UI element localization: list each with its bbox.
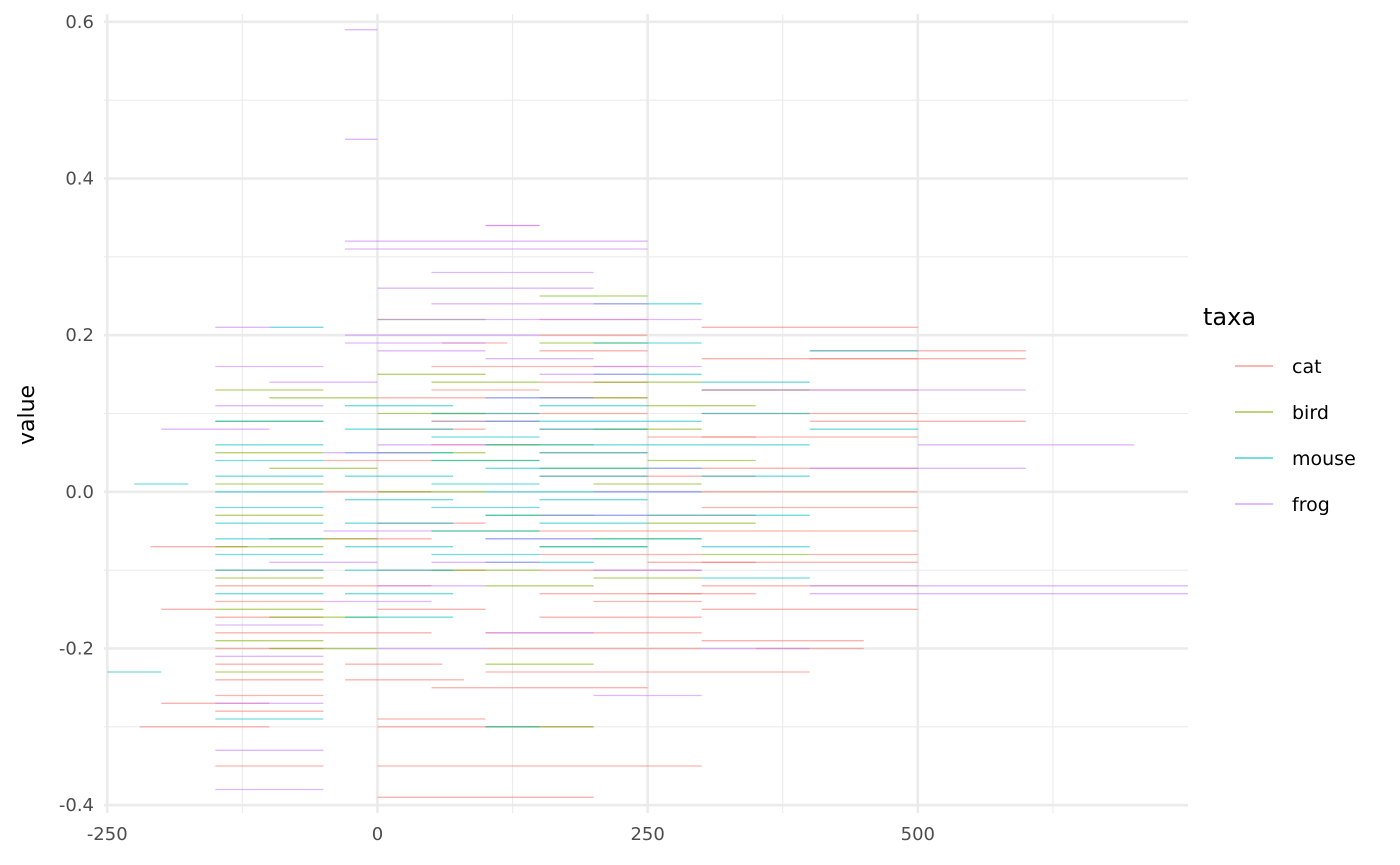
legend-item-bird: bird [1235,402,1329,424]
y-tick-label: 0.6 [65,12,94,33]
y-axis-ticks: -0.4 -0.2 0.0 0.2 0.4 0.6 [59,12,94,816]
y-axis-title: value [15,385,40,445]
legend-label: cat [1292,356,1322,378]
x-tick-label: 500 [901,824,935,845]
x-axis-ticks: -250 0 250 500 [87,824,935,845]
legend-label: bird [1292,402,1329,424]
y-tick-label: 0.0 [65,482,94,503]
legend-item-frog: frog [1235,494,1330,516]
series-frog [161,29,1188,791]
y-tick-label: 0.4 [65,169,94,190]
data-segments [107,29,1188,798]
x-tick-label: 0 [372,824,383,845]
series-cat [139,318,1026,798]
x-tick-label: 250 [630,824,664,845]
legend: taxa cat bird mouse frog [1203,303,1356,516]
legend-label: frog [1292,494,1330,516]
y-tick-label: -0.4 [59,795,94,816]
x-tick-label: -250 [87,824,128,845]
legend-item-cat: cat [1235,356,1322,378]
legend-items: cat bird mouse frog [1235,356,1356,516]
y-tick-label: -0.2 [59,639,94,660]
legend-label: mouse [1292,448,1356,470]
legend-title: taxa [1203,303,1256,331]
legend-item-mouse: mouse [1235,448,1356,470]
y-tick-label: 0.2 [65,325,94,346]
